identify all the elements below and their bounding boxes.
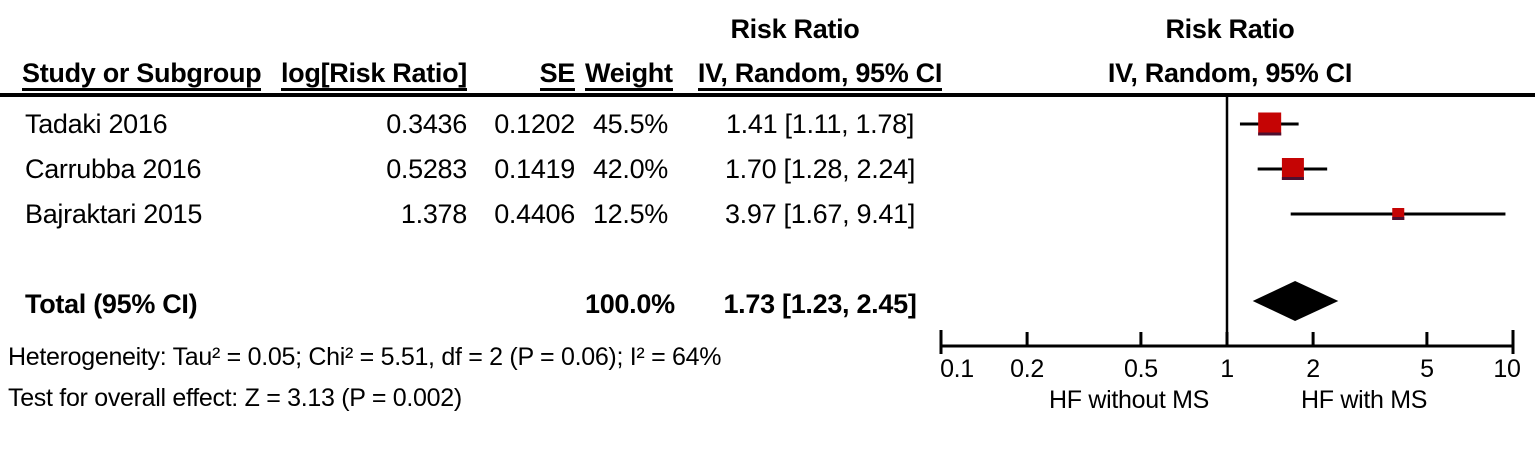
col-header-study: Study or Subgroup — [22, 56, 262, 91]
weight-square-edge — [1392, 217, 1405, 220]
study-name: Bajraktari 2015 — [25, 199, 203, 229]
total-row: Total (95% CI) 100.0% 1.73 [1.23, 2.45] — [0, 287, 960, 321]
standard-error: 0.4406 — [494, 199, 575, 229]
plot-subtitle: IV, Random, 95% CI — [1107, 58, 1353, 88]
study-row: Tadaki 2016 0.3436 0.1202 45.5% 1.41 [1.11, … — [0, 107, 960, 141]
axis-tick-label: 0.5 — [1124, 355, 1158, 383]
weight-value: 42.0% — [592, 154, 668, 184]
study-name: Carrubba 2016 — [25, 154, 202, 184]
log-risk-ratio: 0.3436 — [386, 109, 467, 139]
col-header-ci: IV, Random, 95% CI — [690, 56, 950, 91]
weight-square-edge — [1258, 132, 1282, 136]
header-divider — [0, 93, 1535, 97]
study-name: Tadaki 2016 — [25, 109, 168, 139]
col-header-logrr-label: log[Risk Ratio] — [280, 58, 467, 91]
col-header-se-label: SE — [539, 58, 575, 91]
axis-tick-label: 0.1 — [940, 355, 974, 383]
axis-tick-label: 0.2 — [1010, 355, 1044, 383]
weight-square — [1258, 112, 1282, 136]
log-risk-ratio: 1.378 — [400, 199, 467, 229]
risk-ratio-ci: 1.70 [1.28, 2.24] — [724, 154, 916, 184]
risk-ratio-ci: 1.41 [1.11, 1.78] — [725, 109, 915, 139]
weight-square — [1392, 208, 1405, 220]
weight-value: 45.5% — [592, 109, 668, 139]
col-header-se: SE — [480, 56, 575, 91]
log-risk-ratio: 0.5283 — [386, 154, 467, 184]
col-header-study-label: Study or Subgroup — [22, 58, 262, 91]
axis-tick-label: 2 — [1306, 355, 1320, 383]
favours-right-label: HF with MS — [1301, 386, 1427, 414]
col-header-ci-label: IV, Random, 95% CI — [697, 58, 942, 91]
total-weight: 100.0% — [585, 289, 675, 319]
summary-diamond — [1252, 281, 1339, 321]
total-label: Total (95% CI) — [25, 289, 198, 319]
standard-error: 0.1419 — [494, 154, 575, 184]
overall-effect-test: Test for overall effect: Z = 3.13 (P = 0… — [8, 384, 462, 412]
table-effect-title: Risk Ratio — [730, 14, 860, 44]
axis-tick-label: 1 — [1220, 355, 1234, 383]
col-header-logrr: log[Risk Ratio] — [230, 56, 467, 91]
favours-left-label: HF without MS — [1049, 386, 1209, 414]
axis-tick-label: 5 — [1420, 355, 1434, 383]
col-header-weight-label: Weight — [585, 58, 673, 91]
axis-tick-label: 10 — [1493, 355, 1520, 383]
weight-square-edge — [1281, 177, 1304, 180]
study-row: Bajraktari 2015 1.378 0.4406 12.5% 3.97 [1.6… — [0, 197, 960, 231]
risk-ratio-ci: 3.97 [1.67, 9.41] — [724, 199, 916, 229]
heterogeneity-stats: Heterogeneity: Tau² = 0.05; Chi² = 5.51,… — [8, 343, 722, 371]
study-row: Carrubba 2016 0.5283 0.1419 42.0% 1.70 [1.28… — [0, 152, 960, 186]
weight-square — [1281, 158, 1304, 180]
weight-value: 12.5% — [592, 199, 668, 229]
plot-effect-title: Risk Ratio — [1165, 14, 1295, 44]
col-header-weight: Weight — [585, 56, 673, 91]
total-ci: 1.73 [1.23, 2.45] — [723, 289, 917, 319]
standard-error: 0.1202 — [494, 109, 575, 139]
